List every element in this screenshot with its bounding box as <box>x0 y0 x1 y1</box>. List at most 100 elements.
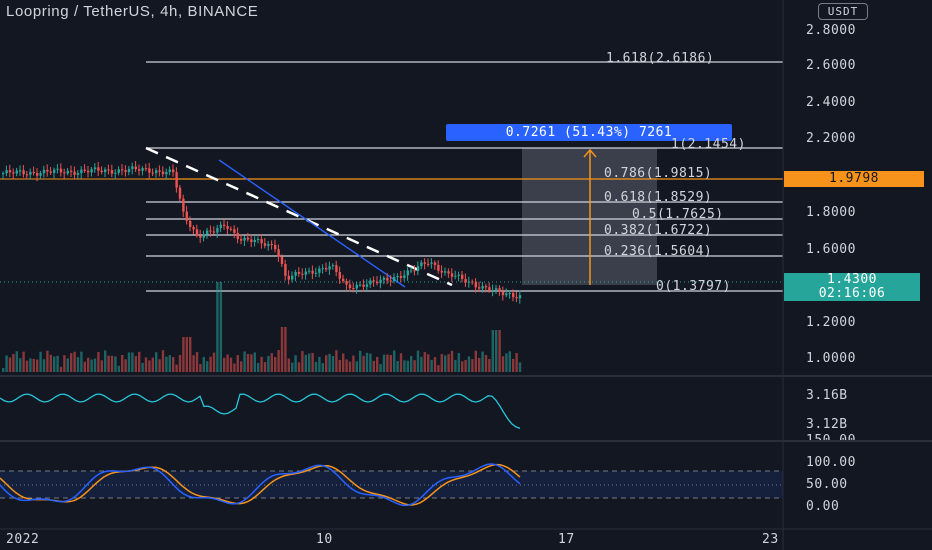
candle-body[interactable] <box>454 275 457 277</box>
candle-body[interactable] <box>199 235 202 238</box>
candle-body[interactable] <box>304 271 307 275</box>
candle-body[interactable] <box>457 274 460 276</box>
candle-body[interactable] <box>423 262 426 264</box>
candle-body[interactable] <box>138 169 141 171</box>
candle-body[interactable] <box>158 170 161 172</box>
candle-body[interactable] <box>512 293 515 298</box>
candle-body[interactable] <box>386 277 389 281</box>
candle-body[interactable] <box>110 170 114 174</box>
candle-body[interactable] <box>484 286 488 288</box>
candle-body[interactable] <box>172 169 175 173</box>
candle-body[interactable] <box>481 286 484 289</box>
candle-body[interactable] <box>195 229 199 236</box>
candle-body[interactable] <box>325 268 328 270</box>
candle-body[interactable] <box>297 272 301 274</box>
candle-body[interactable] <box>376 281 379 284</box>
candle-body[interactable] <box>277 249 280 257</box>
candle-body[interactable] <box>270 243 273 246</box>
candle-body[interactable] <box>121 169 124 171</box>
candle-body[interactable] <box>467 281 471 283</box>
candle-body[interactable] <box>263 243 267 246</box>
candle-body[interactable] <box>267 243 270 246</box>
candle-body[interactable] <box>294 272 297 276</box>
candle-body[interactable] <box>440 270 443 273</box>
candle-body[interactable] <box>219 224 222 229</box>
candle-body[interactable] <box>403 275 406 278</box>
candle-body[interactable] <box>342 278 345 282</box>
candle-body[interactable] <box>301 273 304 275</box>
stoch-k-line[interactable] <box>0 463 521 507</box>
candle-body[interactable] <box>318 268 321 273</box>
candle-body[interactable] <box>359 284 362 286</box>
candle-body[interactable] <box>399 276 403 278</box>
candle-body[interactable] <box>444 271 447 273</box>
candle-body[interactable] <box>253 240 256 243</box>
candle-body[interactable] <box>192 226 195 230</box>
candle-body[interactable] <box>87 170 90 173</box>
candle-body[interactable] <box>413 270 416 272</box>
candle-body[interactable] <box>291 275 294 280</box>
candle-body[interactable] <box>471 281 474 283</box>
candle-body[interactable] <box>240 239 243 241</box>
candle-body[interactable] <box>59 168 63 173</box>
candle-body[interactable] <box>478 287 481 289</box>
candle-body[interactable] <box>39 173 42 176</box>
candle-body[interactable] <box>331 265 335 267</box>
candle-body[interactable] <box>29 171 32 175</box>
candle-body[interactable] <box>229 228 233 230</box>
candle-body[interactable] <box>80 169 83 174</box>
candle-body[interactable] <box>461 274 464 279</box>
candle-body[interactable] <box>284 264 287 276</box>
candle-body[interactable] <box>178 187 182 199</box>
symbol-title[interactable]: Loopring / TetherUS, 4h, BINANCE <box>6 3 259 20</box>
candle-body[interactable] <box>42 169 46 174</box>
candle-body[interactable] <box>185 211 188 221</box>
candle-body[interactable] <box>420 262 423 267</box>
candle-body[interactable] <box>90 169 93 173</box>
candle-body[interactable] <box>491 290 494 292</box>
candle-body[interactable] <box>182 198 185 212</box>
candle-body[interactable] <box>76 173 80 175</box>
candle-body[interactable] <box>223 224 226 227</box>
candle-body[interactable] <box>8 170 12 173</box>
candle-body[interactable] <box>134 166 137 170</box>
candle-body[interactable] <box>389 280 392 282</box>
candle-body[interactable] <box>148 168 151 173</box>
candle-body[interactable] <box>287 275 290 280</box>
candle-body[interactable] <box>189 220 192 227</box>
fibonacci-retracement[interactable] <box>146 61 783 292</box>
candle-body[interactable] <box>352 288 355 290</box>
candle-body[interactable] <box>362 284 365 287</box>
candle-body[interactable] <box>124 170 127 172</box>
currency-button[interactable]: USDT <box>818 3 868 20</box>
candle-body[interactable] <box>2 173 5 175</box>
candle-body[interactable] <box>274 245 277 250</box>
candle-body[interactable] <box>257 239 260 241</box>
candle-body[interactable] <box>393 277 396 281</box>
candle-body[interactable] <box>505 293 508 296</box>
candle-body[interactable] <box>131 166 134 169</box>
candle-body[interactable] <box>56 168 59 170</box>
candle-body[interactable] <box>410 270 413 272</box>
candle-body[interactable] <box>216 228 219 233</box>
candle-body[interactable] <box>107 169 110 171</box>
candle-body[interactable] <box>464 278 467 283</box>
dashed-trendline[interactable] <box>145 146 453 287</box>
candle-body[interactable] <box>321 268 324 270</box>
candle-body[interactable] <box>433 262 437 265</box>
candle-body[interactable] <box>328 266 331 270</box>
candle-body[interactable] <box>104 169 107 173</box>
candle-body[interactable] <box>36 173 39 176</box>
candle-body[interactable] <box>144 168 148 170</box>
candle-body[interactable] <box>430 262 433 264</box>
candle-body[interactable] <box>46 169 49 172</box>
candle-body[interactable] <box>488 287 491 291</box>
candle-body[interactable] <box>63 172 66 174</box>
candle-body[interactable] <box>416 266 420 271</box>
candle-body[interactable] <box>93 167 97 170</box>
candle-body[interactable] <box>518 295 522 299</box>
candle-body[interactable] <box>5 170 8 174</box>
candle-body[interactable] <box>212 231 216 233</box>
